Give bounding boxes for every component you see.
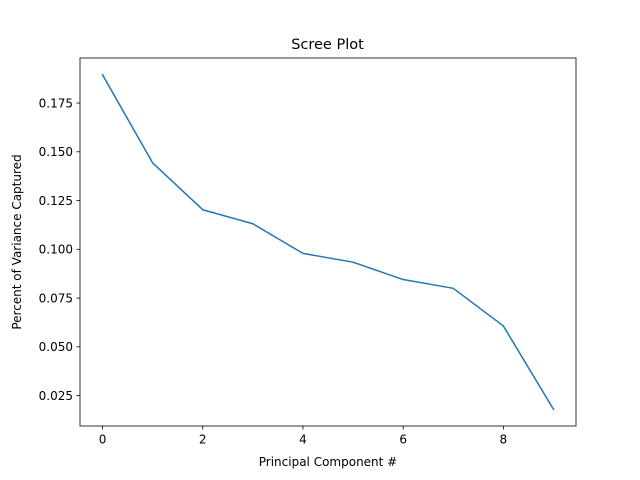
y-tick-label: 0.150 [39,145,73,159]
y-tick-label: 0.125 [39,194,73,208]
x-axis-label: Principal Component # [259,455,398,469]
y-tick-label: 0.175 [39,96,73,110]
chart-title: Scree Plot [291,37,364,53]
x-tick-label: 8 [500,433,508,447]
x-tick-label: 0 [99,433,107,447]
y-tick-label: 0.050 [39,340,73,354]
x-tick-label: 6 [399,433,407,447]
y-tick-label: 0.100 [39,243,73,257]
x-tick-label: 4 [299,433,307,447]
y-axis-label: Percent of Variance Captured [10,154,24,329]
x-tick-label: 2 [199,433,207,447]
y-tick-label: 0.025 [39,389,73,403]
series-layer [101,73,555,411]
plot-area-frame [79,57,577,427]
y-axis-ticks: 0.025 0.050 0.075 0.100 0.125 0.150 0.175 [39,96,80,403]
y-tick-label: 0.075 [39,291,73,305]
series-line [101,73,555,411]
x-axis-ticks: 0 2 4 6 8 [99,426,507,447]
